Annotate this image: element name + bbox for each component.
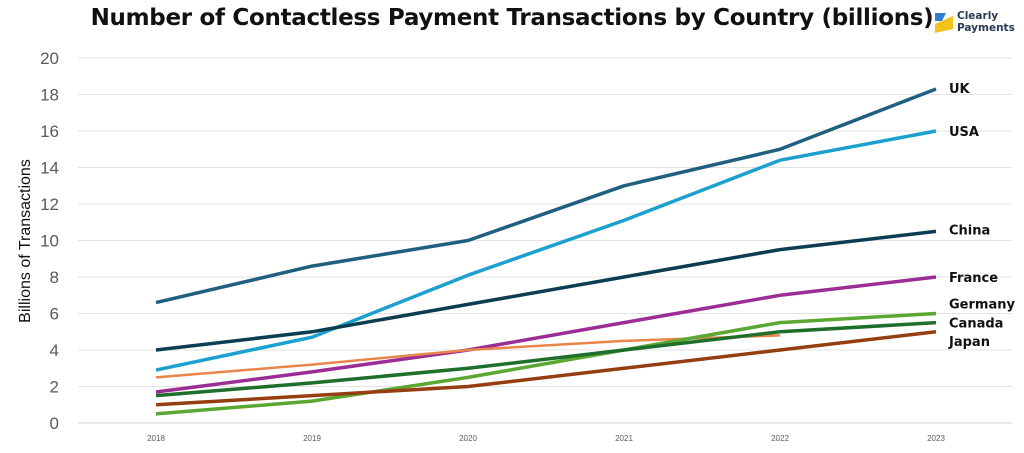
y-tick-label: 6 <box>50 305 59 324</box>
y-tick-label: 16 <box>40 122 59 141</box>
y-tick-label: 14 <box>40 159 59 178</box>
logo-blue-shape <box>935 13 946 21</box>
chart-title: Number of Contactless Payment Transactio… <box>90 5 934 31</box>
x-tick-label: 2021 <box>615 434 633 443</box>
series-label-japan: Japan <box>948 335 990 350</box>
series-line-france <box>155 275 937 394</box>
axes: 0 2 4 6 8 10 12 14 16 18 20 2018 2019 2020 2021 2022 202… <box>40 49 945 443</box>
series-label-france: France <box>949 271 998 286</box>
x-tick-label: 2023 <box>927 434 945 443</box>
y-tick-label: 2 <box>50 378 59 397</box>
y-tick-label: 20 <box>40 49 59 68</box>
y-tick-label: 8 <box>50 268 59 287</box>
gridlines <box>78 57 1012 424</box>
series-line-unlabeled <box>155 334 781 379</box>
y-tick-label: 18 <box>40 86 59 105</box>
y-tick-label: 0 <box>50 414 59 433</box>
x-tick-label: 2020 <box>459 434 477 443</box>
y-axis-label: Billions of Transactions <box>17 159 34 323</box>
series-labels: UK USA China France Germany Canada Japan <box>948 82 1015 350</box>
y-tick-label: 12 <box>40 195 59 214</box>
x-tick-label: 2018 <box>147 434 165 443</box>
series-lines <box>155 87 937 416</box>
series-line-usa <box>155 129 937 372</box>
series-label-uk: UK <box>949 82 971 97</box>
series-line-japan <box>155 330 937 407</box>
series-line-uk <box>155 87 937 305</box>
y-tick-label: 10 <box>40 232 59 251</box>
series-label-germany: Germany <box>949 298 1015 313</box>
y-tick-label: 4 <box>50 341 59 360</box>
x-tick-label: 2019 <box>303 434 321 443</box>
series-line-china <box>155 229 937 352</box>
series-label-china: China <box>949 223 990 238</box>
series-label-canada: Canada <box>949 317 1003 332</box>
logo-text-line2: Payments <box>957 22 1015 34</box>
clearly-payments-logo: Clearly Payments <box>933 10 1021 40</box>
series-line-germany <box>155 311 937 416</box>
logo-mark-icon <box>935 13 953 33</box>
series-label-usa: USA <box>949 125 979 140</box>
series-line-canada <box>155 320 937 398</box>
x-tick-label: 2022 <box>771 434 789 443</box>
logo-yellow-shape <box>935 16 953 33</box>
logo-text: Clearly Payments <box>957 10 1015 34</box>
logo-text-line1: Clearly <box>957 10 999 22</box>
